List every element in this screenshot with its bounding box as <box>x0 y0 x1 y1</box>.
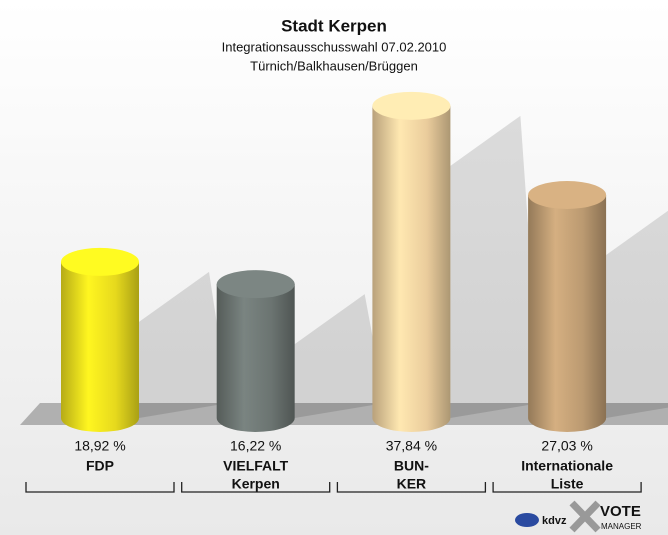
value-label: 18,92 % <box>74 438 125 454</box>
x-tick-label: KER <box>397 476 427 492</box>
logo-text: kdvz <box>542 515 567 527</box>
category-bracket <box>336 482 487 493</box>
x-tick-label: Internationale <box>521 458 613 474</box>
bar-shadow <box>294 294 385 418</box>
logo-icon <box>515 513 539 527</box>
bar-shadow <box>139 271 229 418</box>
bar <box>216 270 295 432</box>
logo-text: VOTE <box>600 503 641 520</box>
x-tick-label: Kerpen <box>232 476 280 492</box>
bar-top <box>61 247 139 276</box>
value-label: 27,03 % <box>541 438 592 454</box>
logo-text: MANAGER <box>601 522 642 531</box>
x-tick-label: BUN- <box>394 458 429 474</box>
chart-subtitle: Türnich/Balkhausen/Brüggen <box>250 58 418 73</box>
bar-top <box>216 270 295 299</box>
bar-top <box>372 91 451 120</box>
bar-body <box>528 195 607 432</box>
bar <box>61 247 139 432</box>
bar <box>372 91 451 432</box>
x-tick-label: Liste <box>551 476 584 492</box>
category-bracket <box>492 482 642 493</box>
logo: kdvz VOTE MANAGER <box>515 500 642 533</box>
chart-subtitle: Integrationsausschusswahl 07.02.2010 <box>222 39 447 54</box>
chart-title: Stadt Kerpen <box>281 16 387 35</box>
bar-top <box>528 181 607 210</box>
bar-body <box>372 105 451 432</box>
value-label: 16,22 % <box>230 438 281 454</box>
floor <box>20 403 668 425</box>
value-label: 37,84 % <box>386 438 437 454</box>
bar <box>528 181 607 432</box>
bar-body <box>216 284 295 432</box>
bar-body <box>61 261 139 432</box>
category-bracket <box>181 482 331 493</box>
category-bracket <box>25 482 175 493</box>
bar-shadow <box>606 210 668 418</box>
bar-shadow <box>450 115 541 418</box>
logo-cross <box>569 500 601 533</box>
x-tick-label: VIELFALT <box>223 458 289 474</box>
x-tick-label: FDP <box>86 458 114 474</box>
